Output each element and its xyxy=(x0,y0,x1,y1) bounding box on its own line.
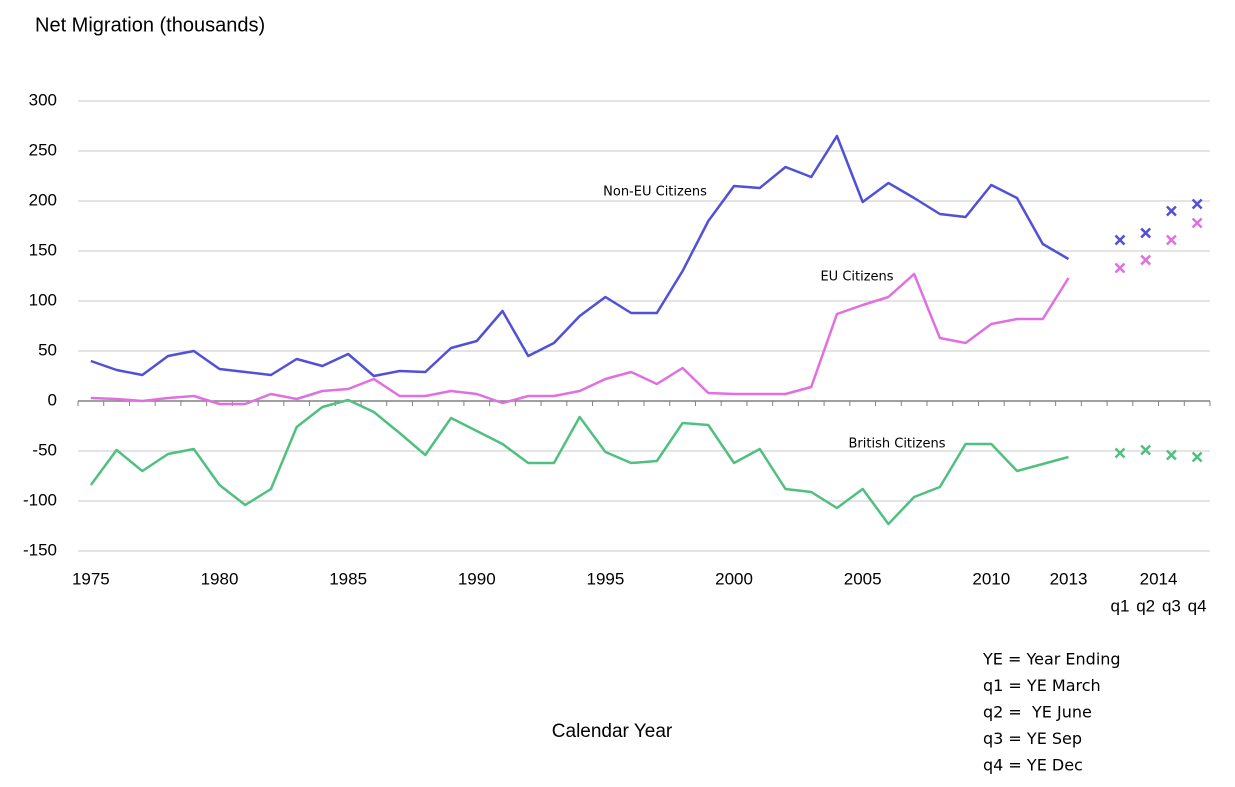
series-line xyxy=(90,134,1070,378)
y-tick-label: 300 xyxy=(29,90,57,109)
footnote: q3 = YE Sep xyxy=(983,729,1082,748)
series-line xyxy=(89,398,1069,526)
x-tick-label: 1985 xyxy=(329,569,367,588)
y-tick-label: -50 xyxy=(32,440,57,459)
x-tick-label: q2 xyxy=(1136,596,1155,615)
series-line xyxy=(90,272,1070,406)
quarter-marker xyxy=(1114,262,1126,274)
series-label: EU Citizens xyxy=(820,270,893,285)
x-tick-label: 1975 xyxy=(72,569,110,588)
quarter-marker xyxy=(1166,205,1177,217)
y-tick-label: -100 xyxy=(23,490,57,509)
series-label: Non-EU Citizens xyxy=(603,185,707,200)
y-tick-label: 100 xyxy=(29,290,57,309)
x-tick-label: 2010 xyxy=(972,569,1010,588)
x-tick-label: 2005 xyxy=(844,569,882,588)
series-label: British Citizens xyxy=(849,437,946,452)
quarter-marker xyxy=(1166,234,1177,246)
footnote: YE = Year Ending xyxy=(982,650,1121,669)
chart-title: Net Migration (thousands) xyxy=(35,14,265,36)
x-group-label: 2014 xyxy=(1140,569,1178,588)
quarter-marker xyxy=(1191,217,1203,229)
x-tick-label: 2013 xyxy=(1050,569,1088,588)
quarter-marker xyxy=(1114,447,1126,459)
quarter-marker xyxy=(1140,227,1152,239)
y-tick-label: 150 xyxy=(29,240,57,259)
footnote: q4 = YE Dec xyxy=(983,756,1083,775)
x-tick-label: q4 xyxy=(1188,596,1207,615)
y-tick-label: 0 xyxy=(48,390,57,409)
x-axis-label: Calendar Year xyxy=(552,721,673,742)
footnote: q1 = YE March xyxy=(983,676,1101,695)
quarter-marker xyxy=(1140,444,1152,456)
y-tick-label: 250 xyxy=(29,140,57,159)
x-tick-label: q3 xyxy=(1162,596,1181,615)
quarter-marker xyxy=(1191,198,1203,210)
x-tick-label: 1980 xyxy=(201,569,239,588)
y-tick-label: 50 xyxy=(38,340,57,359)
x-tick-label: 1990 xyxy=(458,569,496,588)
y-tick-label: -150 xyxy=(23,540,57,559)
x-tick-label: 1995 xyxy=(586,569,624,588)
quarter-marker xyxy=(1114,234,1126,246)
y-tick-label: 200 xyxy=(29,190,57,209)
x-tick-label: 2000 xyxy=(715,569,753,588)
quarter-marker xyxy=(1166,449,1177,461)
quarter-marker xyxy=(1140,254,1152,266)
x-tick-label: q1 xyxy=(1110,596,1129,615)
quarter-marker xyxy=(1191,451,1203,463)
footnote: q2 = YE June xyxy=(983,703,1092,722)
